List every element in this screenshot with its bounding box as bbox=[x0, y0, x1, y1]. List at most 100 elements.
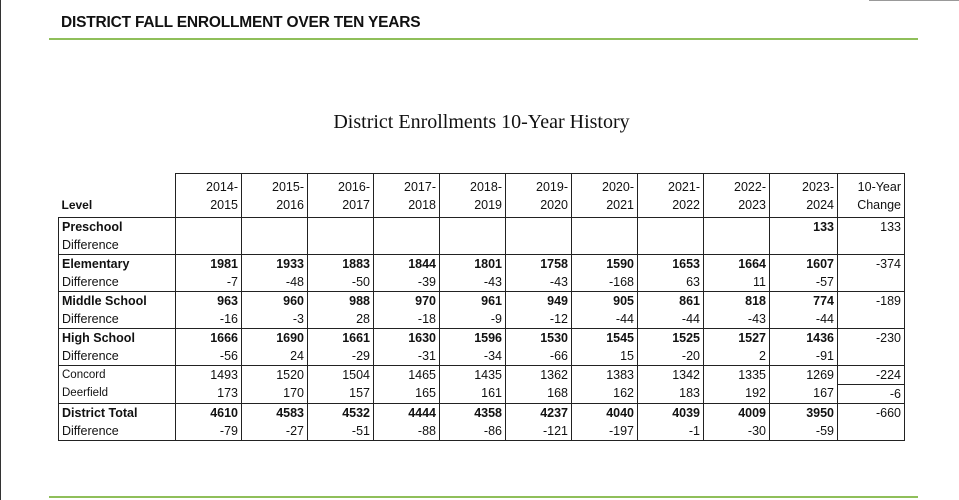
value-cell: 4610 -79 bbox=[175, 403, 242, 441]
value-cell: 970 -18 bbox=[373, 291, 440, 329]
value-cell: 4039 -1 bbox=[637, 403, 704, 441]
value-cell: 1590 -168 bbox=[571, 254, 638, 292]
year-end: 2024 bbox=[806, 198, 834, 212]
enrollment-value: 961 bbox=[481, 294, 502, 308]
page-edge bbox=[0, 0, 1, 500]
enrollment-value bbox=[575, 218, 634, 236]
enrollment-value: 4237 bbox=[540, 406, 568, 420]
enrollment-value: 963 bbox=[217, 294, 238, 308]
enrollment-value: 960 bbox=[283, 294, 304, 308]
year-start: 2021- bbox=[668, 180, 700, 194]
difference-value: -27 bbox=[285, 424, 304, 438]
difference-value bbox=[377, 236, 436, 254]
enrollment-value: 1342 bbox=[672, 368, 700, 382]
difference-value bbox=[707, 236, 766, 254]
enrollment-value: 774 bbox=[813, 294, 834, 308]
difference-value: -91 bbox=[815, 349, 834, 363]
enrollment-value: 1630 bbox=[408, 331, 436, 345]
value-cell: 1630 -31 bbox=[373, 328, 440, 366]
difference-value: -3 bbox=[292, 312, 304, 326]
value-cell: 1758 -43 bbox=[505, 254, 572, 292]
level-label: Preschool bbox=[62, 220, 123, 234]
enrollment-value: 4610 bbox=[210, 406, 238, 420]
enrollment-value: 1758 bbox=[540, 257, 568, 271]
ten-year-change: 133 bbox=[880, 220, 901, 234]
ten-year-change: -660 bbox=[875, 406, 901, 420]
difference-value: -43 bbox=[549, 275, 568, 289]
value-cell: 960 -3 bbox=[241, 291, 308, 329]
title-divider bbox=[49, 38, 918, 40]
difference-value bbox=[575, 236, 634, 254]
difference-value: -121 bbox=[542, 424, 568, 438]
value-cell: 1435 161 bbox=[439, 365, 506, 404]
value-cell: 1664 11 bbox=[703, 254, 770, 292]
header-row: Level 2014- 2015 2015- 2016 2016- 2017 2017- 201… bbox=[58, 173, 905, 218]
value-cell bbox=[307, 217, 374, 255]
year-header: 2017- 2018 bbox=[373, 173, 440, 218]
enrollment-value: 1981 bbox=[210, 257, 238, 271]
sub-label: Difference bbox=[62, 312, 119, 326]
difference-value bbox=[641, 236, 700, 254]
value-cell: 1844 -39 bbox=[373, 254, 440, 292]
difference-value: -44 bbox=[681, 312, 700, 326]
document-title: DISTRICT FALL ENROLLMENT OVER TEN YEARS bbox=[61, 14, 421, 31]
year-end: 2019 bbox=[474, 198, 502, 212]
enrollment-value: 4009 bbox=[738, 406, 766, 420]
value-cell bbox=[373, 217, 440, 255]
enrollment-value: 1383 bbox=[606, 368, 634, 382]
ten-year-change: -374 bbox=[875, 257, 901, 271]
level-label: Elementary bbox=[62, 257, 130, 271]
difference-value: -1 bbox=[688, 424, 700, 438]
enrollment-value: 1493 bbox=[210, 368, 238, 382]
ten-year-change-secondary: -6 bbox=[838, 384, 904, 403]
year-start: 2020- bbox=[602, 180, 634, 194]
enrollment-value: 4532 bbox=[342, 406, 370, 420]
value-cell: 4583 -27 bbox=[241, 403, 308, 441]
difference-value: -48 bbox=[285, 275, 304, 289]
difference-value: 170 bbox=[283, 386, 304, 400]
difference-value: -86 bbox=[483, 424, 502, 438]
row-label: Preschool Difference bbox=[58, 217, 176, 255]
footer-divider bbox=[49, 496, 918, 498]
difference-value: -29 bbox=[351, 349, 370, 363]
value-cell: 4444 -88 bbox=[373, 403, 440, 441]
row-label: Middle School Difference bbox=[58, 291, 176, 329]
row-label: Elementary Difference bbox=[58, 254, 176, 292]
change-cell: -374 bbox=[837, 254, 905, 292]
year-start: 2019- bbox=[536, 180, 568, 194]
difference-value: 168 bbox=[547, 386, 568, 400]
value-cell: 1545 15 bbox=[571, 328, 638, 366]
difference-value: 192 bbox=[745, 386, 766, 400]
value-cell bbox=[571, 217, 638, 255]
difference-value: 165 bbox=[415, 386, 436, 400]
enrollment-value: 1545 bbox=[606, 331, 634, 345]
value-cell: 963 -16 bbox=[175, 291, 242, 329]
difference-value: -43 bbox=[747, 312, 766, 326]
value-cell: 988 28 bbox=[307, 291, 374, 329]
value-cell: 1504 157 bbox=[307, 365, 374, 404]
sub-label: Difference bbox=[62, 349, 119, 363]
value-cell: 1666 -56 bbox=[175, 328, 242, 366]
difference-value: -30 bbox=[747, 424, 766, 438]
value-cell: 1690 24 bbox=[241, 328, 308, 366]
year-header: 2015- 2016 bbox=[241, 173, 308, 218]
value-cell: 1493 173 bbox=[175, 365, 242, 404]
value-cell: 861 -44 bbox=[637, 291, 704, 329]
enrollment-value bbox=[179, 218, 238, 236]
difference-value: -18 bbox=[417, 312, 436, 326]
level-label: District Total bbox=[62, 406, 138, 420]
difference-value bbox=[509, 236, 568, 254]
difference-value: -16 bbox=[219, 312, 238, 326]
value-cell bbox=[703, 217, 770, 255]
difference-value: 15 bbox=[620, 349, 634, 363]
enrollment-value: 1527 bbox=[738, 331, 766, 345]
difference-value: -197 bbox=[608, 424, 634, 438]
change-cell: -224 -6 bbox=[837, 365, 905, 404]
year-start: 2014- bbox=[206, 180, 238, 194]
enrollment-value: 818 bbox=[745, 294, 766, 308]
enrollment-value: 1530 bbox=[540, 331, 568, 345]
enrollment-value: 1335 bbox=[738, 368, 766, 382]
difference-value: -34 bbox=[483, 349, 502, 363]
difference-value: -9 bbox=[490, 312, 502, 326]
value-cell bbox=[175, 217, 242, 255]
